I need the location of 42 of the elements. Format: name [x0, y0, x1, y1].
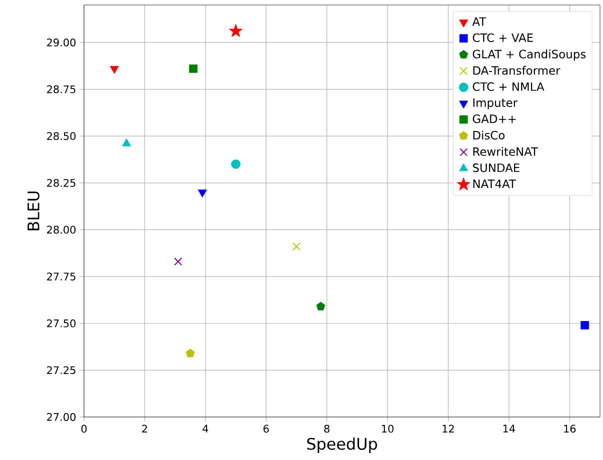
y-axis-title: BLEU	[28, 192, 40, 230]
point	[292, 242, 300, 251]
y-tick-label: 27.00	[47, 413, 76, 421]
y-tick-label: 27.75	[47, 272, 76, 280]
point	[110, 66, 119, 74]
y-tick-label: 29.00	[47, 38, 76, 46]
legend-label: CTC + NMLA	[472, 82, 544, 91]
x-tick-label: 10	[382, 424, 394, 433]
point	[122, 138, 132, 146]
legend-label: DisCo	[473, 130, 505, 140]
x-axis-title: SpeedUp	[307, 438, 378, 453]
x-tick-label: 4	[202, 424, 208, 432]
point	[316, 302, 326, 310]
legend-label: NAT4AT	[473, 180, 516, 188]
legend-label: CTC + VAE	[472, 33, 533, 42]
x-tick-label: 0	[81, 424, 87, 433]
x-tick-label: 8	[324, 424, 330, 433]
x-tick-label: 16	[564, 424, 576, 433]
point	[231, 159, 240, 169]
legend-label: Imputer	[473, 98, 518, 110]
point	[580, 321, 590, 330]
y-tick-label: 27.25	[47, 366, 76, 374]
y-tick-label: 28.25	[47, 178, 76, 187]
y-tick-label: 28.00	[47, 226, 76, 234]
x-tick-label: 12	[442, 424, 454, 433]
x-tick-label: 2	[142, 424, 147, 433]
x-tick-label: 14	[503, 424, 516, 432]
y-tick-label: 28.75	[47, 85, 76, 94]
legend-label: GLAT + CandiSoups	[472, 50, 586, 61]
legend-label: RewriteNAT	[473, 147, 538, 156]
point	[198, 190, 207, 198]
x-tick-label: 6	[264, 424, 269, 433]
y-tick-label: 27.50	[47, 319, 76, 328]
legend-label: AT	[472, 17, 486, 26]
legend-label: DA-Transformer	[473, 66, 560, 75]
y-tick-label: 28.50	[47, 132, 76, 140]
legend-label: GAD++	[472, 114, 516, 124]
point	[189, 64, 198, 73]
point	[174, 258, 182, 266]
point	[186, 348, 195, 358]
point	[228, 24, 243, 38]
legend-label: SUNDAE	[472, 163, 520, 172]
